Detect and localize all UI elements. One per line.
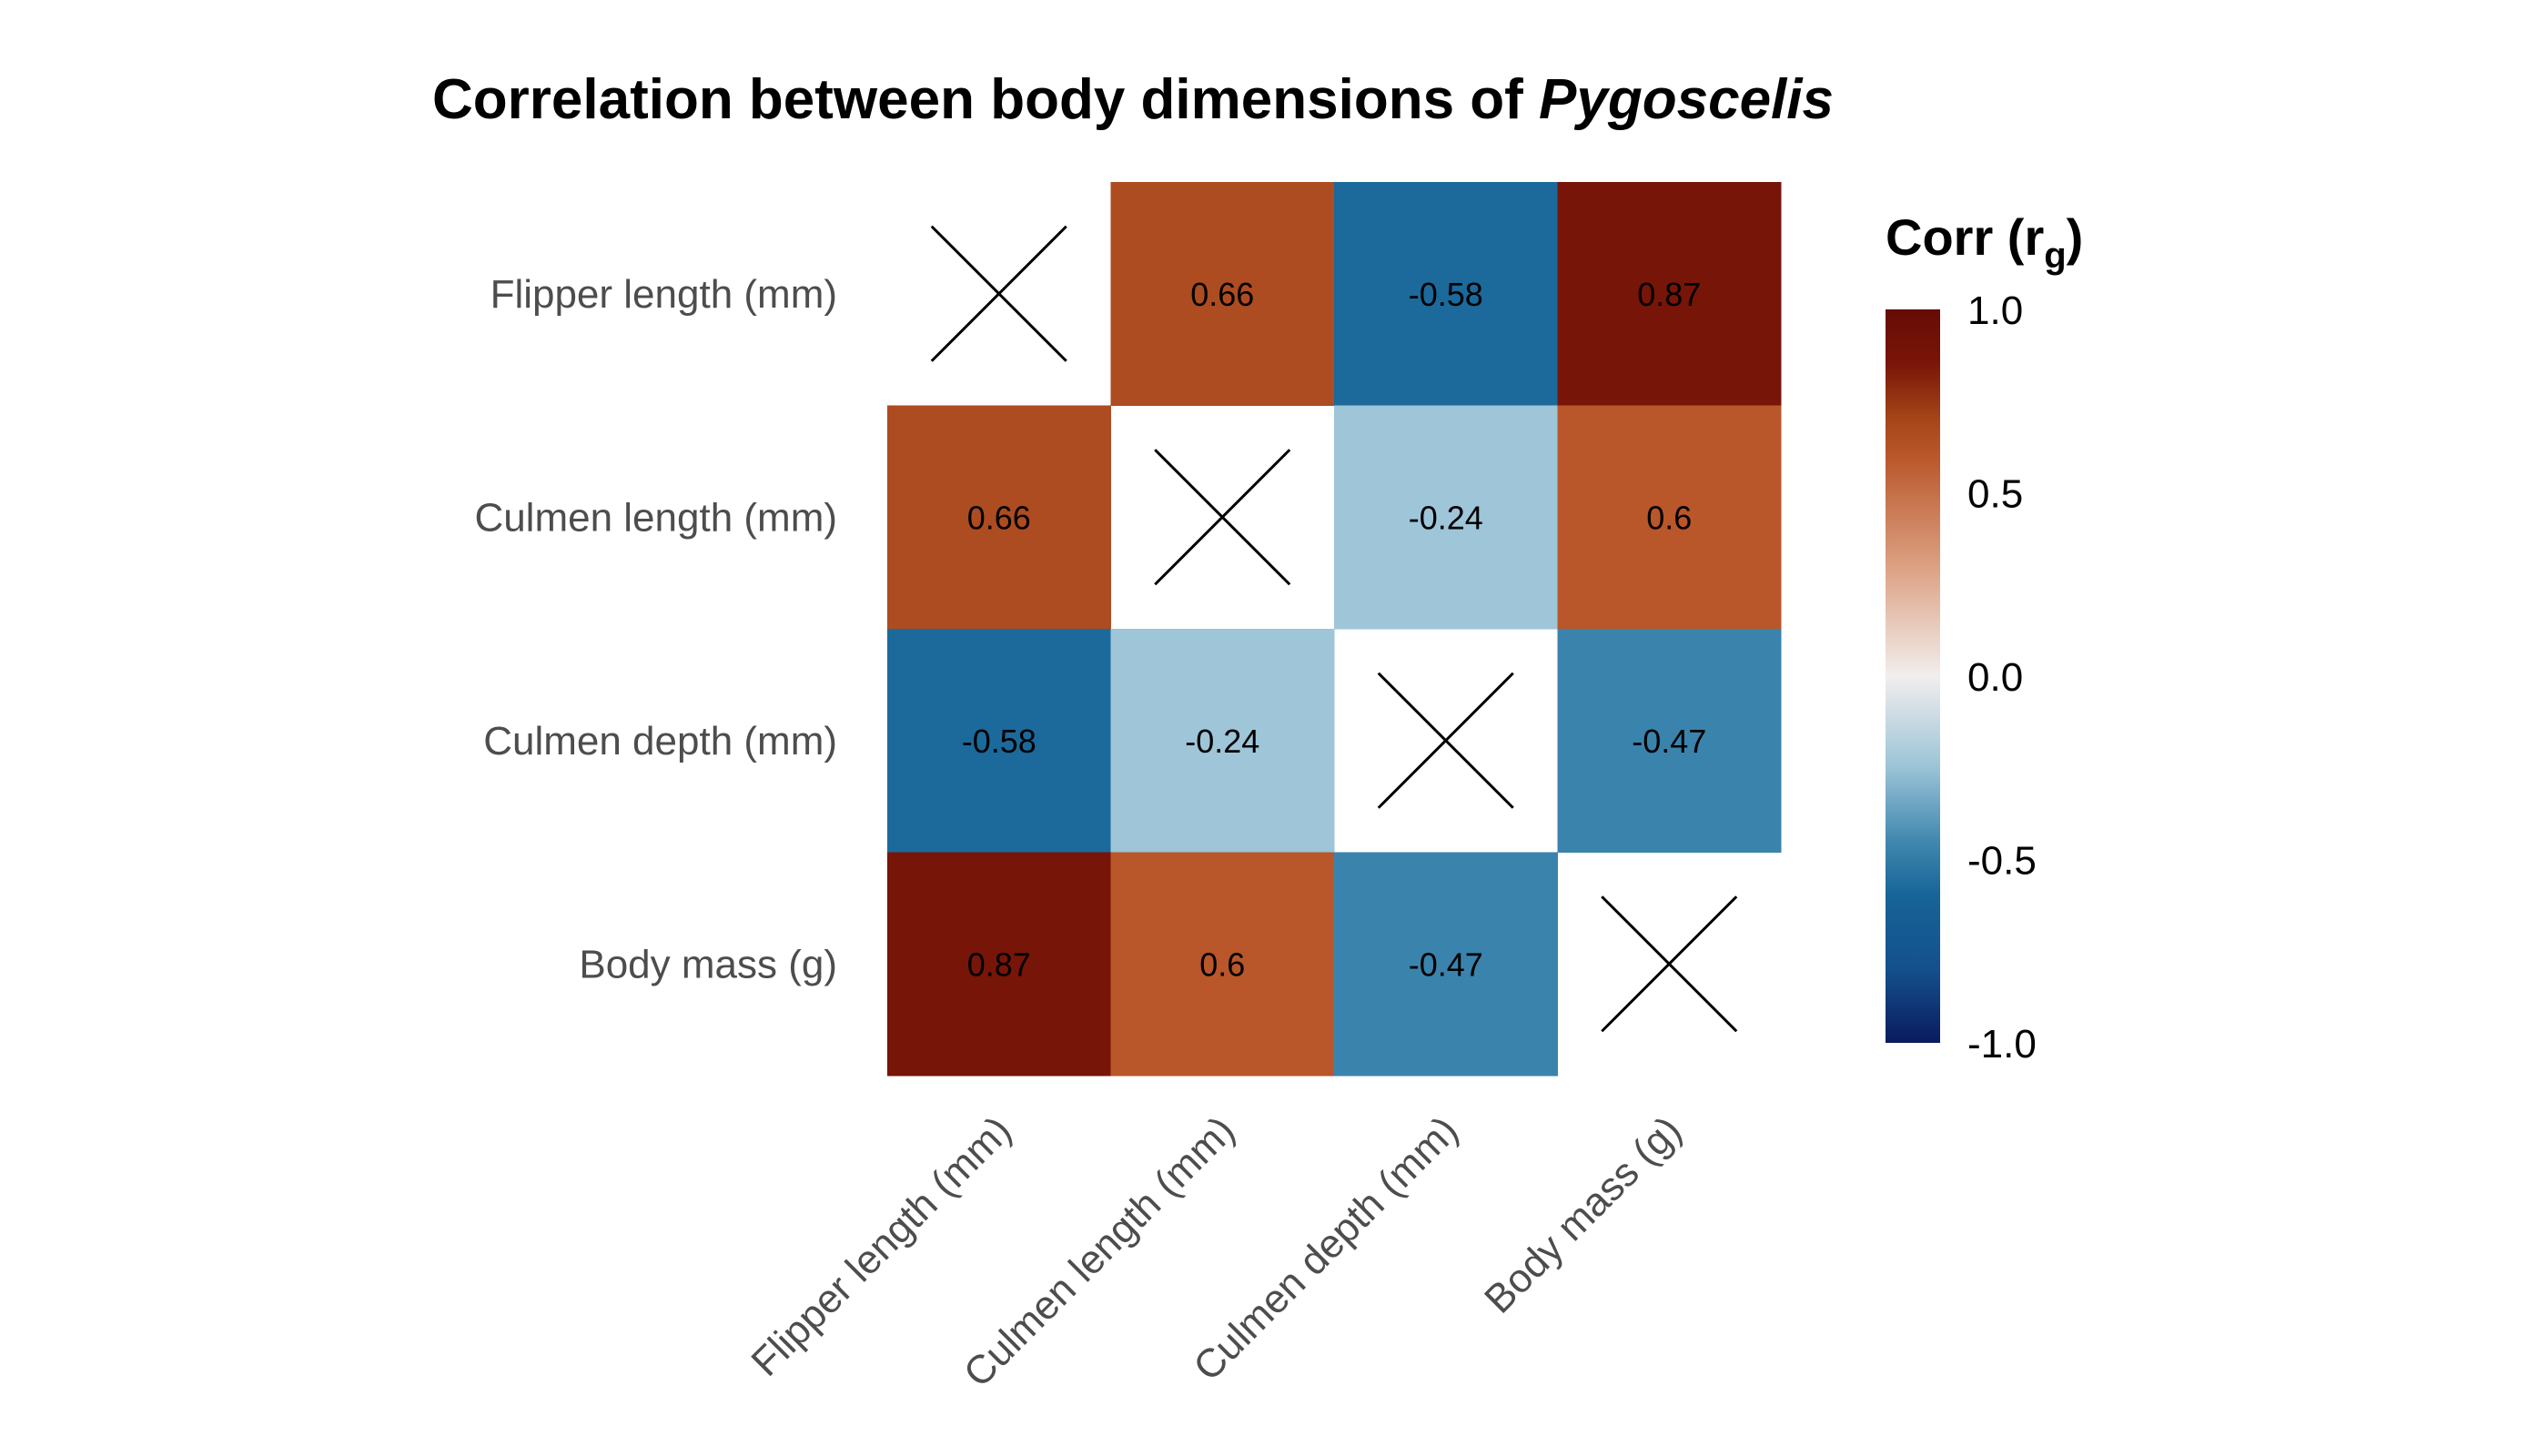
y-axis-label: Body mass (g) xyxy=(579,942,837,986)
diagonal-cross-mark xyxy=(1154,449,1291,586)
cell-value-label: 0.6 xyxy=(1646,499,1692,536)
chart-title-italic: Pygoscelis xyxy=(1539,68,1834,131)
cell-value-label: 0.66 xyxy=(1190,276,1254,313)
legend-title: Corr (rg) xyxy=(1886,208,2083,276)
heatmap-cell xyxy=(1557,629,1782,853)
chart-title: Correlation between body dimensions of P… xyxy=(432,68,1834,131)
heatmap-cell xyxy=(1334,405,1558,630)
cell-value-label: -0.58 xyxy=(962,723,1036,760)
x-axis-labels: Flipper length (mm)Culmen length (mm)Cul… xyxy=(743,1107,1690,1395)
legend-title-main: Corr (r xyxy=(1886,208,2044,266)
legend-tick-label: 0.5 xyxy=(1967,472,2023,517)
diagonal-cross-mark xyxy=(1377,672,1514,809)
cell-value-label: -0.58 xyxy=(1409,276,1483,313)
legend-tick-label: 0.0 xyxy=(1967,655,2023,700)
heatmap-cell xyxy=(887,852,1111,1077)
legend-title-end: ) xyxy=(2067,208,2084,266)
heatmap-cell xyxy=(1557,182,1782,406)
y-axis-label: Culmen depth (mm) xyxy=(483,719,837,763)
diagonal-cross-mark xyxy=(1601,895,1738,1033)
heatmap-cell xyxy=(1110,182,1335,406)
heatmap-cell xyxy=(887,405,1111,630)
legend-tick-label: 1.0 xyxy=(1967,288,2023,333)
heatmap-cell xyxy=(1334,852,1558,1077)
heatmap-cell xyxy=(1334,182,1558,406)
color-legend: Corr (rg) 1.0 0.5 0.0 -0.5 -1.0 xyxy=(1886,208,2083,1067)
heatmap-cell xyxy=(1110,852,1335,1077)
cell-value-label: 0.66 xyxy=(967,499,1031,536)
cell-value-label: -0.47 xyxy=(1409,945,1483,983)
cell-value-label: -0.47 xyxy=(1632,723,1706,760)
heatmap-cell xyxy=(1110,629,1335,853)
legend-tick-label: -0.5 xyxy=(1967,839,2037,884)
cell-value-label: 0.6 xyxy=(1199,945,1245,983)
diagonal-cross-mark xyxy=(930,225,1067,362)
chart-title-main: Correlation between body dimensions of xyxy=(432,68,1539,131)
legend-tick-label: -1.0 xyxy=(1967,1022,2037,1067)
legend-title-subscript: g xyxy=(2044,236,2066,276)
y-axis-label: Flipper length (mm) xyxy=(490,272,837,317)
heatmap-cell xyxy=(887,629,1111,853)
cell-value-label: 0.87 xyxy=(967,945,1031,983)
y-axis-label: Culmen length (mm) xyxy=(474,495,837,540)
y-axis-labels: Flipper length (mm) Culmen length (mm) Cul… xyxy=(474,272,837,987)
cell-value-label: 0.87 xyxy=(1637,276,1701,313)
x-axis-label: Body mass (g) xyxy=(1476,1107,1690,1321)
cell-value-label: -0.24 xyxy=(1185,723,1259,760)
heatmap-cells: 0.66 -0.58 0.87 0.66 -0.24 0.6 -0.58 -0.24 -0.47… xyxy=(887,182,1782,1077)
legend-color-bar xyxy=(1886,309,1940,1043)
heatmap-cell xyxy=(1557,405,1782,630)
cell-value-label: -0.24 xyxy=(1409,499,1483,536)
